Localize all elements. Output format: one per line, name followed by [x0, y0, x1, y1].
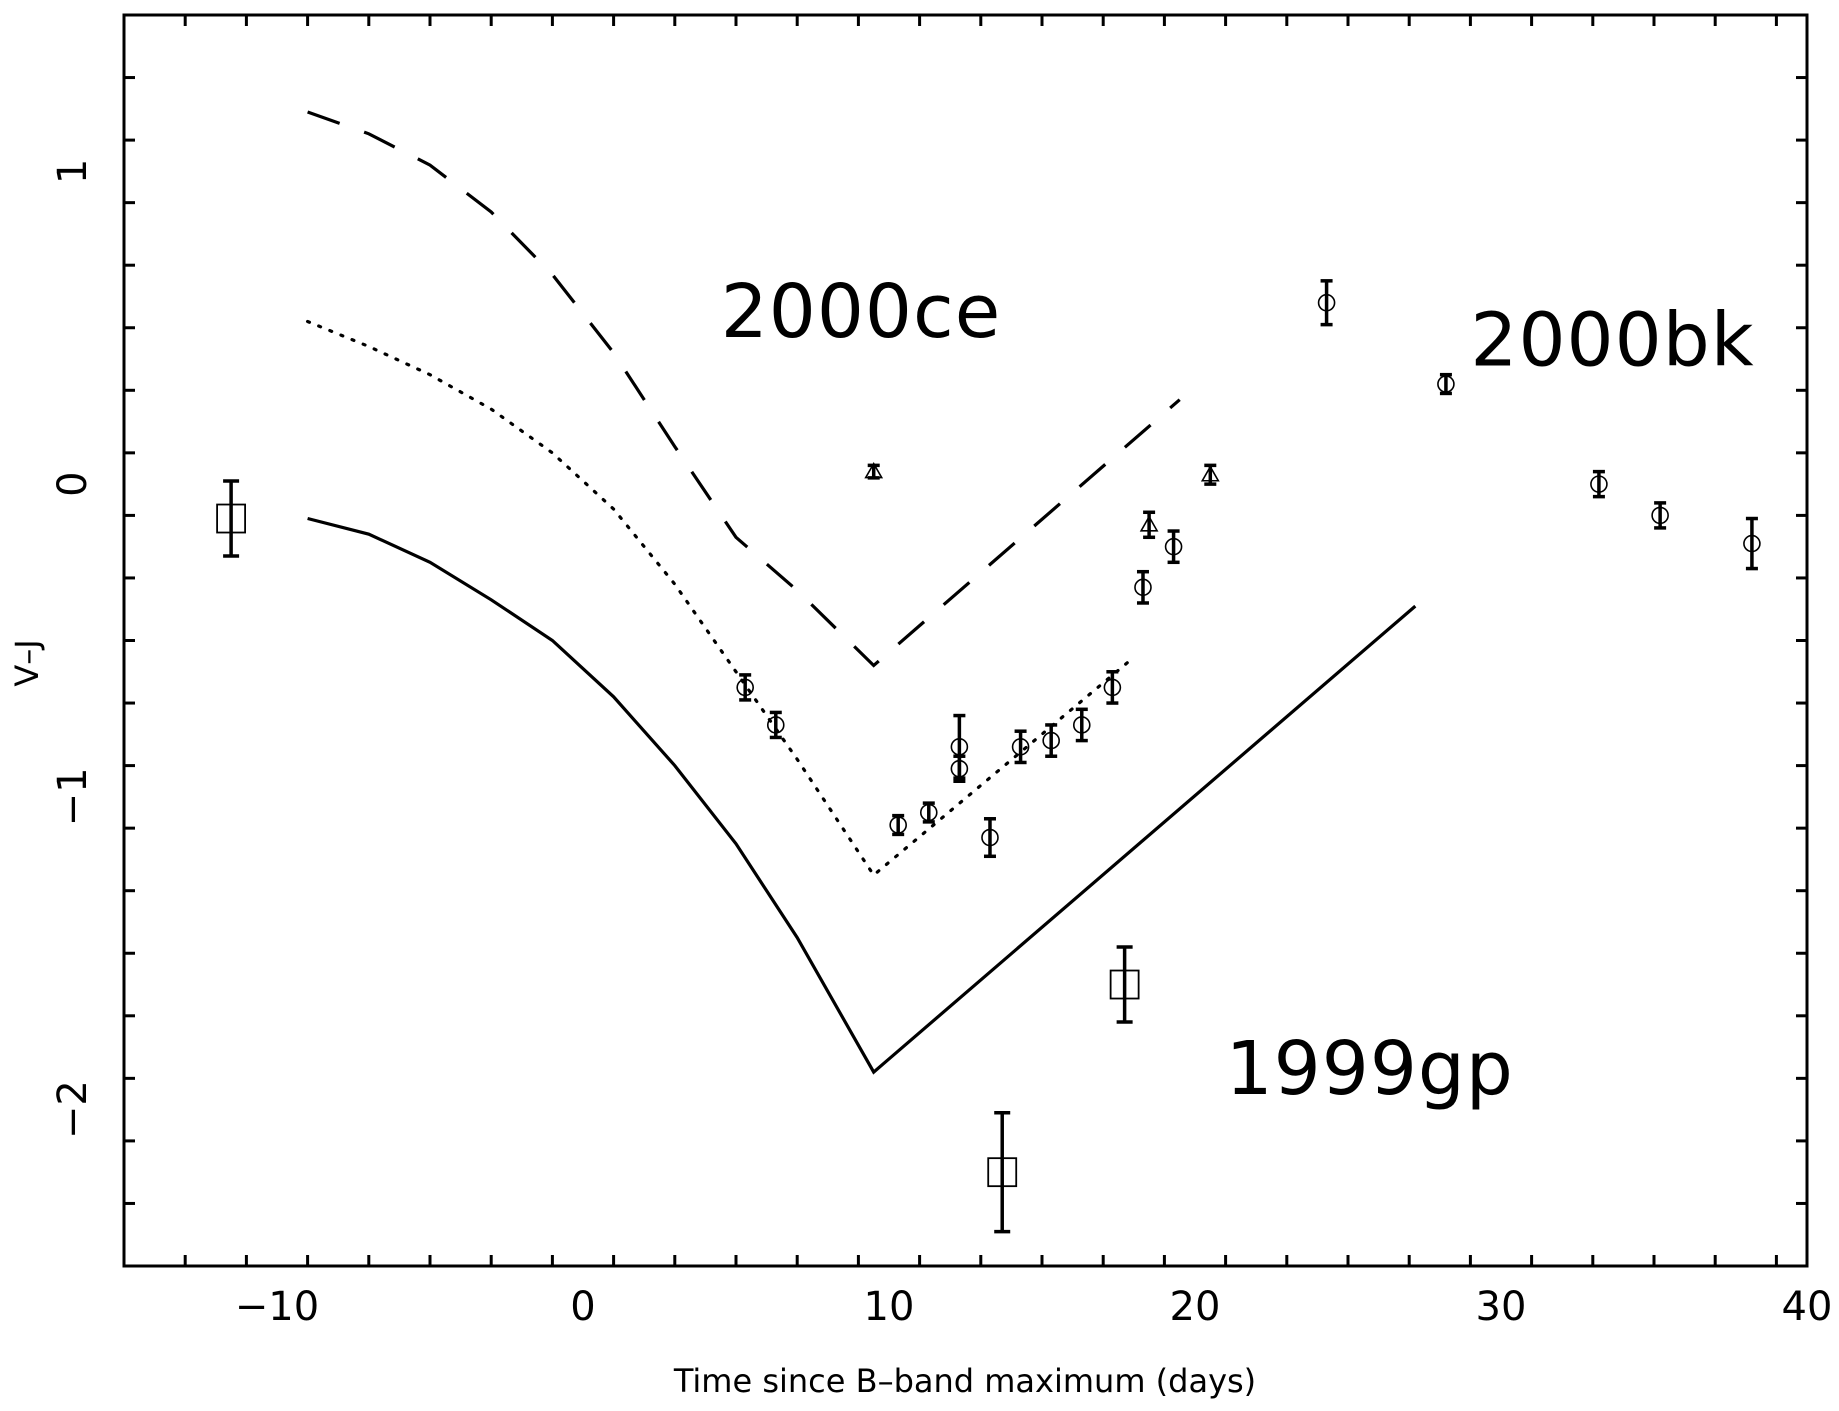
square-point	[1109, 969, 1140, 1000]
template-line-dotted	[306, 319, 1130, 878]
x-tick-label: 10	[864, 1284, 915, 1330]
circle-point	[889, 816, 907, 834]
template-lines	[306, 110, 1417, 1075]
template-line-dashed	[307, 110, 1181, 668]
circle-point	[1437, 375, 1455, 393]
circle-point	[1317, 293, 1336, 312]
y-tick-label: −2	[50, 1080, 96, 1139]
circle-point	[919, 803, 938, 822]
square-point	[216, 503, 247, 534]
circle-point	[1651, 506, 1669, 525]
circle-point	[950, 738, 969, 756]
circle-point	[1134, 578, 1152, 597]
tick-labels: −10 0 10 20 30 40−2−101	[50, 159, 1832, 1330]
triangle-point	[1139, 515, 1159, 532]
circle-point	[1164, 537, 1183, 556]
triangle-point	[1200, 465, 1220, 482]
annotation-label: 1999gp	[1226, 1026, 1514, 1112]
circle-point	[981, 828, 999, 847]
x-tick-label: 20	[1170, 1284, 1221, 1330]
circle-point	[1590, 475, 1608, 493]
y-tick-label: 0	[50, 471, 96, 496]
circle-point	[766, 716, 785, 734]
plot-frame	[122, 13, 1809, 1268]
axis-ticks	[122, 13, 1807, 1268]
y-tick-label: −1	[50, 767, 96, 826]
circle-point	[736, 678, 754, 697]
template-line-solid	[307, 516, 1417, 1075]
x-axis-label: Time since B–band maximum (days)	[673, 1362, 1256, 1400]
y-axis-label: V–J	[8, 639, 46, 686]
data-points	[216, 279, 1761, 1234]
triangle-point	[864, 462, 884, 479]
annotation-label: 2000ce	[721, 269, 1002, 355]
circle-point	[1103, 678, 1122, 697]
x-tick-label: 30	[1476, 1284, 1527, 1330]
annotations: 2000ce 2000bk 1999gp	[721, 269, 1754, 1112]
circle-point	[1011, 738, 1030, 756]
x-tick-label: 40	[1782, 1284, 1833, 1330]
x-tick-label: −10	[235, 1284, 319, 1330]
square-point	[987, 1157, 1018, 1188]
x-tick-label: 0	[570, 1284, 595, 1330]
circle-point	[1042, 731, 1060, 750]
circle-point	[1743, 534, 1761, 553]
annotation-label: 2000bk	[1470, 297, 1754, 383]
y-tick-label: 1	[50, 159, 96, 184]
circle-point	[1072, 716, 1091, 734]
